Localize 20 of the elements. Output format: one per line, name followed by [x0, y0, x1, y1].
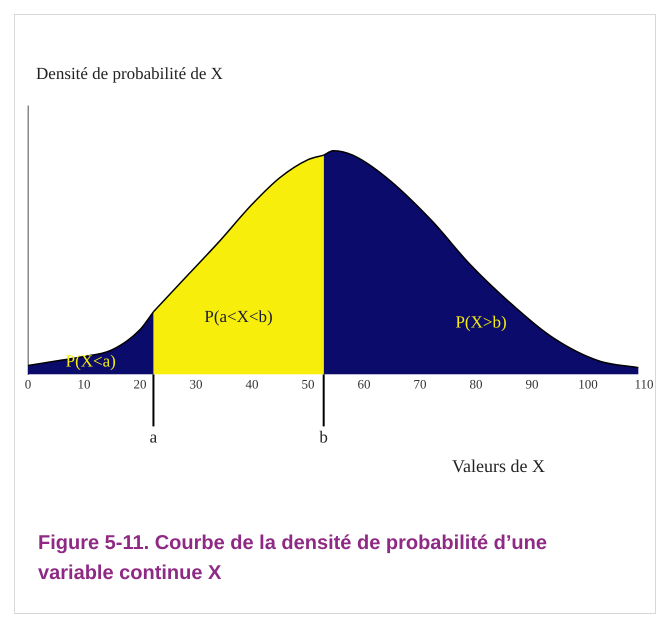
x-tick-label: 50 [302, 376, 314, 392]
y-axis-title: Densité de probabilité de X [36, 64, 223, 84]
x-tick-label: 60 [358, 376, 370, 392]
ref-line-label: b [319, 427, 328, 446]
x-tick-label: 10 [78, 376, 90, 392]
text: Figure 5-11. Courbe de la densité de probabilité d’une variable continue X [38, 531, 548, 586]
x-tick-label: 30 [190, 376, 202, 392]
annotation: P(X<a) [66, 351, 116, 370]
x-tick-label: 0 [24, 376, 32, 392]
annotation: P(a<X<b) [204, 307, 273, 326]
x-tick-label: 80 [470, 376, 482, 392]
x-tick-label: 70 [414, 376, 426, 392]
x-axis-title: Valeurs de X [452, 456, 545, 477]
x-tick-label: 40 [246, 376, 258, 392]
x-tick-label: 20 [134, 376, 146, 392]
ref-line-label: a [150, 427, 158, 446]
x-tick-label: 100 [578, 376, 598, 392]
x-tick-label: 90 [526, 376, 538, 392]
annotation: P(X>b) [455, 312, 507, 332]
x-tick-label: 110 [634, 376, 654, 392]
